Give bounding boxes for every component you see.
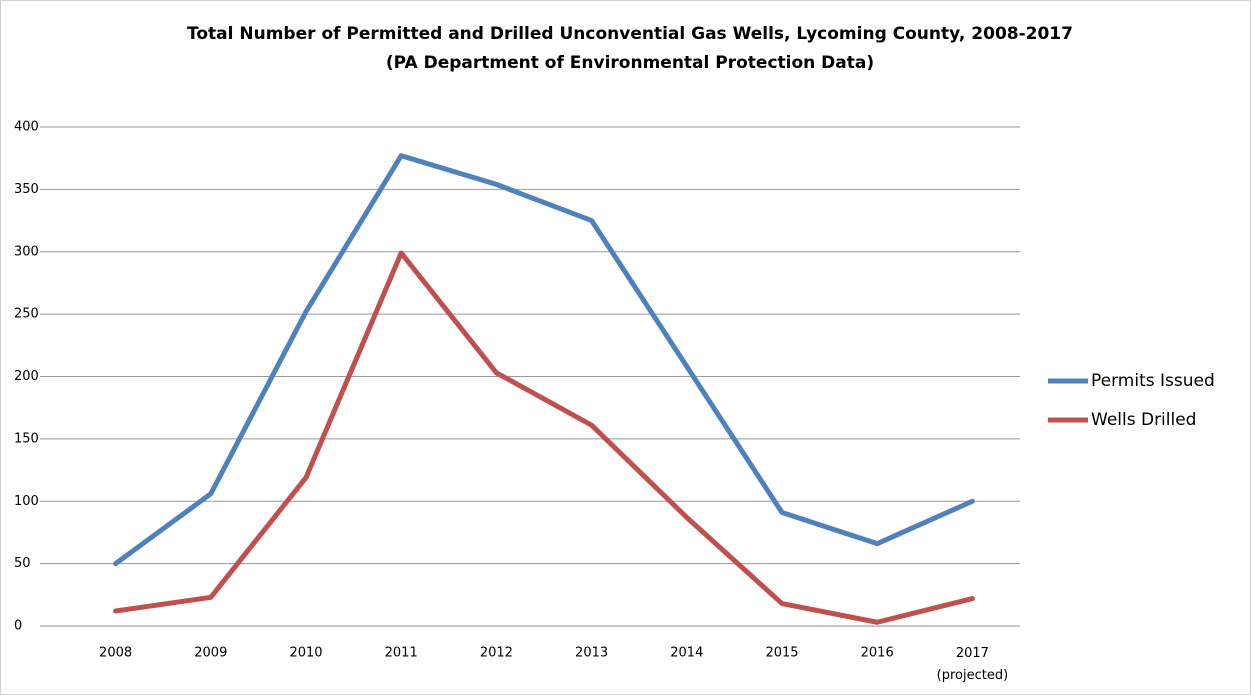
x-tick-label: 2008 (99, 646, 132, 661)
data-line (113, 153, 975, 567)
y-tick-label: 0 (14, 619, 22, 634)
y-tick-label: 100 (14, 494, 39, 509)
legend-label: Wells Drilled (1091, 410, 1196, 430)
y-tick-label: 200 (14, 369, 39, 384)
y-tick-label: 400 (14, 120, 39, 135)
y-tick-label: 250 (14, 307, 39, 322)
x-tick-label: 2011 (385, 646, 418, 661)
x-tick-label: 2017 (projected) (937, 646, 1009, 683)
y-tick-label: 300 (14, 244, 39, 259)
y-tick-label: 350 (14, 182, 39, 197)
chart-title: Total Number of Permitted and Drilled Un… (187, 24, 1073, 44)
x-tick-label: 2009 (194, 646, 227, 661)
x-tick-label: 2010 (289, 646, 322, 661)
y-tick-label: 150 (14, 431, 39, 446)
y-tick-label: 50 (14, 556, 31, 571)
legend-label: Permits Issued (1091, 371, 1215, 391)
x-tick-label: 2015 (765, 646, 798, 661)
x-tick-label: 2014 (670, 646, 703, 661)
data-line (113, 250, 975, 625)
x-tick-label: 2013 (575, 646, 608, 661)
x-tick-label: 2012 (480, 646, 513, 661)
chart-subtitle: (PA Department of Environmental Protecti… (386, 53, 874, 73)
x-tick-label: 2016 (861, 646, 894, 661)
